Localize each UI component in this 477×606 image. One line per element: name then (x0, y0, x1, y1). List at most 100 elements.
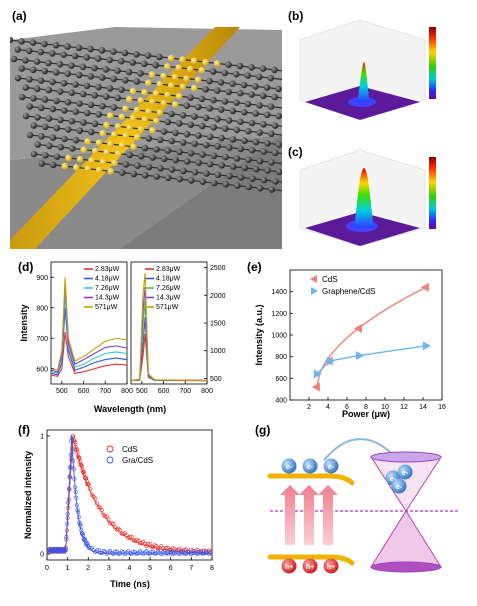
atom (14, 74, 22, 82)
plot-f-ylabel: Normalized intensity (23, 451, 33, 539)
atom (18, 38, 25, 45)
legend-label: Gra/CdS (122, 456, 153, 465)
x-tick-label: 800 (121, 388, 133, 395)
atom (102, 93, 110, 100)
device-schematic (10, 27, 282, 249)
plot-f: CdS Gra/CdS 0 1 2 3 4 5 6 7 8 0 1 (40, 433, 214, 572)
atom (252, 83, 259, 90)
atom (271, 149, 279, 157)
pl-map-b (299, 19, 436, 120)
x-tick-label: 10 (381, 404, 389, 411)
atom (206, 77, 213, 85)
atom-gold (130, 143, 137, 150)
data-point (62, 546, 67, 551)
x-tick-label: 700 (179, 388, 191, 395)
data-point (82, 538, 87, 543)
atom (137, 152, 145, 160)
atom (37, 48, 45, 56)
atom (29, 39, 37, 46)
plot-d-xlabel: Wavelength (nm) (94, 404, 166, 414)
atom (33, 58, 41, 65)
atom (252, 165, 260, 173)
x-tick-label: 14 (419, 404, 427, 411)
atom (41, 67, 49, 75)
atom-gold (152, 90, 160, 97)
hole-label: h+ (306, 564, 314, 571)
atom (213, 87, 221, 94)
atom (241, 164, 249, 172)
atom (218, 134, 225, 142)
atom (26, 103, 34, 110)
atom (126, 151, 134, 159)
atom (42, 152, 49, 159)
atom (229, 80, 236, 87)
atom-gold (122, 132, 130, 140)
legend-label: CdS (122, 445, 138, 454)
atom (271, 93, 279, 101)
atom (221, 125, 229, 132)
electron-label: e- (307, 464, 314, 471)
excitation-arrows (280, 485, 338, 545)
atom (144, 52, 152, 59)
atom (214, 115, 221, 123)
atom (164, 147, 172, 154)
atom (64, 98, 72, 106)
atom (245, 156, 252, 163)
atom (240, 108, 248, 116)
pl-map-c (299, 149, 436, 247)
atom (87, 128, 95, 136)
atom (248, 64, 255, 71)
atom (210, 179, 218, 187)
data-point (118, 528, 123, 533)
atom (25, 47, 33, 55)
atom (198, 95, 206, 103)
hole (323, 558, 339, 574)
panel-label-g: (g) (255, 423, 270, 437)
atom-gold (179, 56, 186, 63)
atom (57, 143, 65, 151)
atom-gold (167, 82, 175, 89)
atom-gold (99, 158, 107, 166)
atom-gold (111, 159, 118, 167)
atom-gold (133, 133, 141, 141)
atom (233, 99, 240, 106)
atom-gold (179, 83, 187, 90)
atom-gold (198, 67, 206, 74)
atom (275, 141, 282, 148)
atom-gold (164, 91, 171, 99)
atom (236, 62, 244, 70)
atom (187, 177, 195, 184)
atom (187, 121, 195, 128)
atom (217, 106, 225, 113)
atom (214, 143, 222, 150)
x-tick-label: 0 (45, 565, 49, 572)
atom (98, 47, 106, 54)
atom (210, 96, 217, 104)
atom (259, 65, 267, 72)
atom (191, 113, 198, 120)
hole-label: h+ (285, 564, 293, 571)
panel-label-c: (c) (288, 145, 303, 159)
atom (26, 76, 33, 83)
atom (232, 70, 240, 78)
atom-gold (149, 127, 156, 134)
atom (98, 74, 106, 81)
atom (233, 155, 241, 162)
atom-gold (171, 101, 179, 108)
atom (76, 100, 83, 107)
atom-gold (163, 63, 171, 70)
legend-marker (106, 456, 114, 464)
spectrum-2.83μW (50, 332, 128, 378)
atom-gold (84, 165, 92, 172)
atom (172, 156, 180, 164)
atom (260, 121, 267, 128)
atom-gold (91, 147, 99, 155)
atom (275, 168, 282, 176)
x-tick-label: 1 (66, 565, 70, 572)
atom (129, 59, 137, 66)
atom (33, 85, 41, 93)
atom (195, 132, 202, 139)
x-tick-label: 6 (169, 565, 173, 572)
data-point (63, 548, 68, 553)
atom-gold (125, 95, 133, 103)
